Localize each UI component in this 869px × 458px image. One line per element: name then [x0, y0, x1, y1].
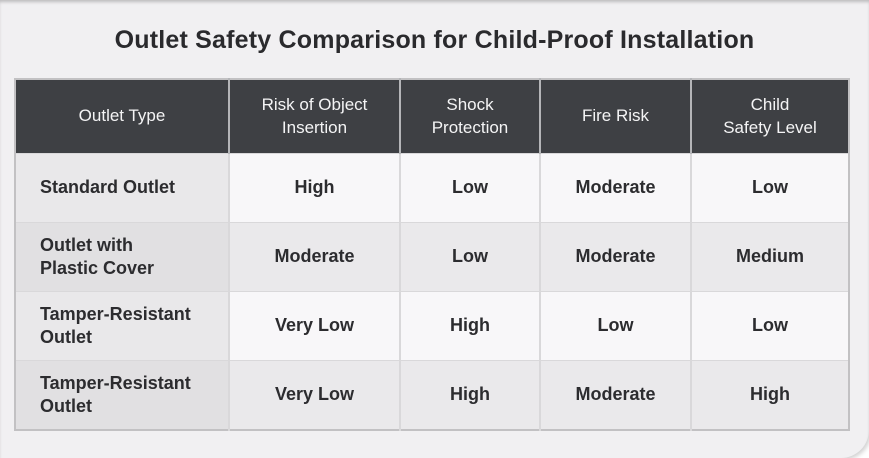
table-row-tamper-resistant-outlet-1: Tamper-Resistant Outlet Very Low High Lo…: [15, 291, 849, 361]
cell-child-safety-level: Medium: [690, 222, 849, 292]
cell-risk-of-object-insertion: High: [228, 153, 400, 223]
cell-outlet-type: Tamper-Resistant Outlet: [15, 360, 229, 430]
cell-outlet-type: Tamper-Resistant Outlet: [15, 291, 229, 361]
column-header-outlet-type: Outlet Type: [15, 79, 229, 154]
cell-fire-risk: Moderate: [539, 153, 691, 223]
cell-child-safety-level: Low: [690, 153, 849, 223]
table-row-standard-outlet: Standard Outlet High Low Moderate Low: [15, 153, 849, 223]
column-header-child-safety-level: Child Safety Level: [690, 79, 849, 154]
cell-child-safety-level: Low: [690, 291, 849, 361]
cell-outlet-type: Outlet with Plastic Cover: [15, 222, 229, 292]
cell-fire-risk: Moderate: [539, 360, 691, 430]
cell-fire-risk: Moderate: [539, 222, 691, 292]
cell-outlet-type: Standard Outlet: [15, 153, 229, 223]
cell-shock-protection: Low: [399, 222, 540, 292]
comparison-table: Outlet Type Risk of Object Insertion Sho…: [14, 78, 850, 431]
cell-fire-risk: Low: [539, 291, 691, 361]
column-header-risk-of-object-insertion: Risk of Object Insertion: [228, 79, 400, 154]
column-header-fire-risk: Fire Risk: [539, 79, 691, 154]
cell-shock-protection: High: [399, 291, 540, 361]
cell-risk-of-object-insertion: Very Low: [228, 291, 400, 361]
cell-shock-protection: Low: [399, 153, 540, 223]
cell-risk-of-object-insertion: Very Low: [228, 360, 400, 430]
header-row: Outlet Type Risk of Object Insertion Sho…: [15, 79, 849, 154]
table-row-outlet-with-plastic-cover: Outlet with Plastic Cover Moderate Low M…: [15, 222, 849, 292]
cell-child-safety-level: High: [690, 360, 849, 430]
table-row-tamper-resistant-outlet-2: Tamper-Resistant Outlet Very Low High Mo…: [15, 360, 849, 430]
page-title: Outlet Safety Comparison for Child-Proof…: [114, 26, 755, 54]
cell-shock-protection: High: [399, 360, 540, 430]
column-header-shock-protection: Shock Protection: [399, 79, 540, 154]
cell-risk-of-object-insertion: Moderate: [228, 222, 400, 292]
